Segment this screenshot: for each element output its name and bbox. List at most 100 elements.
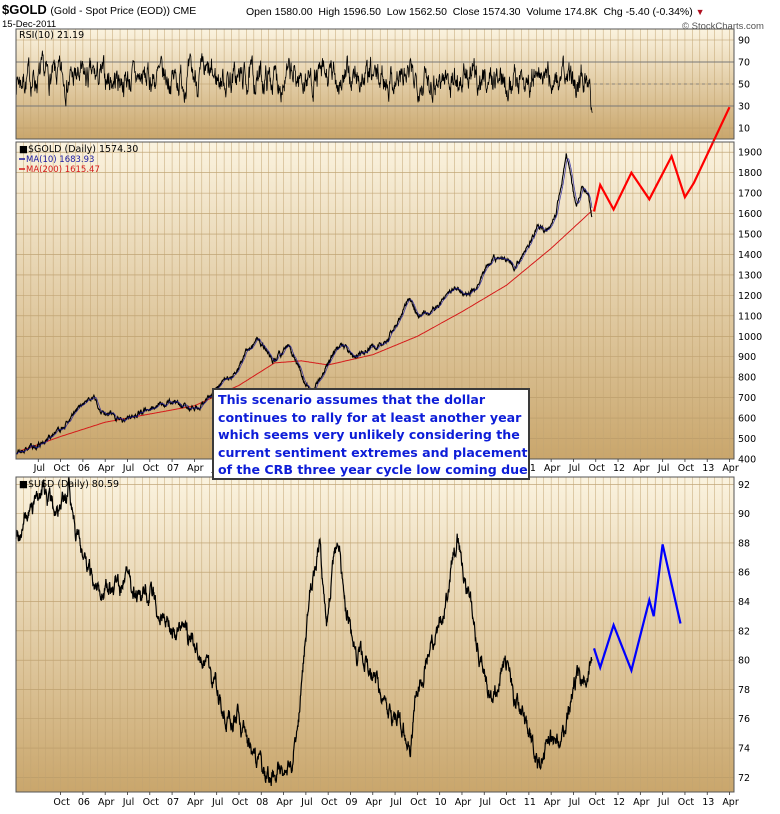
rsi-y-tick-label: 70: [738, 58, 750, 69]
gold-x-tick-label: Apr: [633, 463, 650, 474]
rsi-y-tick-label: 30: [738, 102, 750, 113]
gold-y-tick-label: 800: [738, 373, 756, 384]
usd-x-tick-label: Apr: [544, 797, 561, 808]
gold-y-tick-label: 1800: [738, 168, 762, 179]
gold-y-tick-label: 600: [738, 414, 756, 425]
gold-x-tick-label: 13: [702, 463, 714, 474]
rsi-y-tick-label: 50: [738, 80, 750, 91]
open-value: 1580.00: [274, 6, 313, 18]
usd-x-tick-label: 12: [613, 797, 625, 808]
gold-x-tick-label: Oct: [589, 463, 606, 474]
gold-y-tick-label: 1100: [738, 311, 762, 322]
gold-x-tick-label: Oct: [678, 463, 695, 474]
usd-x-tick-label: Oct: [321, 797, 338, 808]
rsi-panel-border: [15, 28, 735, 140]
gold-x-tick-label: Apr: [722, 463, 739, 474]
usd-x-tick-label: Jul: [657, 797, 669, 808]
down-arrow-icon: ▼: [695, 7, 705, 17]
gold-y-tick-label: 400: [738, 455, 756, 466]
usd-x-tick-label: 09: [345, 797, 357, 808]
usd-x-tick-label: Oct: [499, 797, 516, 808]
usd-y-tick-label: 82: [738, 626, 750, 637]
gold-legend-entry: MA(10) 1683.93: [26, 155, 94, 165]
usd-x-tick-label: 08: [256, 797, 268, 808]
gold-y-tick-label: 900: [738, 352, 756, 363]
gold-y-tick-label: 1600: [738, 209, 762, 220]
gold-y-tick-label: 1000: [738, 332, 762, 343]
low-value: 1562.50: [408, 6, 447, 18]
usd-y-tick-label: 72: [738, 773, 750, 784]
gold-x-tick-label: Oct: [143, 463, 160, 474]
gold-x-tick-label: 12: [613, 463, 625, 474]
annotation-line: current sentiment extremes and placement: [218, 444, 528, 460]
usd-x-tick-label: Jul: [568, 797, 580, 808]
usd-legend: ■$USD (Daily) 80.59: [19, 479, 119, 490]
usd-projection-line: [592, 544, 682, 674]
gold-x-tick-label: Jul: [568, 463, 580, 474]
usd-price-line: [15, 476, 593, 787]
volume-value: 174.8K: [564, 6, 598, 18]
gold-y-tick-label: 1700: [738, 189, 762, 200]
gold-x-tick-label: Oct: [53, 463, 70, 474]
annotation-line: continues to rally for at least another …: [218, 409, 522, 425]
gold-y-tick-label: 1500: [738, 230, 762, 241]
usd-x-tick-label: Oct: [143, 797, 160, 808]
usd-x-tick-label: 06: [78, 797, 90, 808]
gold-y-tick-label: 1200: [738, 291, 762, 302]
usd-x-tick-label: Apr: [722, 797, 739, 808]
symbol: $GOLD: [2, 2, 47, 17]
usd-y-tick-label: 90: [738, 509, 750, 520]
rsi-y-tick-label: 10: [738, 124, 750, 135]
gold-legend-entry: MA(200) 1615.47: [26, 165, 100, 175]
usd-x-tick-label: Apr: [187, 797, 204, 808]
header-line: $GOLD (Gold - Spot Price (EOD)) CME: [2, 2, 196, 17]
gold-legend-entry: ■$GOLD (Daily) 1574.30: [19, 144, 138, 155]
usd-y-tick-label: 84: [738, 597, 750, 608]
annotation-line: This scenario assumes that the dollar: [218, 392, 486, 407]
change-value: -5.40 (-0.34%): [625, 6, 693, 18]
annotation-line: which seems very unlikely considering th…: [218, 427, 520, 443]
usd-x-tick-label: 11: [524, 797, 536, 808]
usd-panel-background: [16, 477, 734, 792]
usd-x-tick-label: 10: [435, 797, 447, 808]
gold-x-tick-label: Apr: [98, 463, 115, 474]
usd-y-tick-label: 78: [738, 685, 750, 696]
usd-y-tick-label: 86: [738, 568, 750, 579]
rsi-legend: RSI(10) 21.19: [19, 30, 84, 41]
usd-x-tick-label: Jul: [300, 797, 312, 808]
gold-y-tick-label: 700: [738, 393, 756, 404]
gold-x-tick-label: Jul: [33, 463, 45, 474]
usd-x-tick-label: Apr: [98, 797, 115, 808]
usd-x-tick-label: Jul: [122, 797, 134, 808]
gold-y-tick-label: 1900: [738, 148, 762, 159]
gold-ma10-line: [16, 158, 593, 454]
rsi-line: [15, 50, 593, 113]
gold-x-tick-label: Apr: [187, 463, 204, 474]
symbol-description: (Gold - Spot Price (EOD)) CME: [50, 5, 197, 17]
usd-y-tick-label: 76: [738, 714, 750, 725]
usd-y-tick-label: 74: [738, 744, 750, 755]
usd-x-tick-label: Apr: [366, 797, 383, 808]
close-value: 1574.30: [482, 6, 521, 18]
usd-x-tick-label: Apr: [276, 797, 293, 808]
ohlc-line: Open 1580.00 High 1596.50 Low 1562.50 Cl…: [246, 6, 705, 18]
usd-x-tick-label: 13: [702, 797, 714, 808]
high-value: 1596.50: [342, 6, 381, 18]
usd-x-tick-label: 07: [167, 797, 179, 808]
usd-x-tick-label: Oct: [678, 797, 695, 808]
gold-price-line: [15, 153, 593, 455]
watermark: © StockCharts.com: [682, 21, 764, 32]
gold-y-tick-label: 500: [738, 434, 756, 445]
usd-x-tick-label: Oct: [410, 797, 427, 808]
usd-x-tick-label: Apr: [455, 797, 472, 808]
usd-x-tick-label: Jul: [211, 797, 223, 808]
scenario-annotation: This scenario assumes that the dollar co…: [212, 388, 530, 480]
gold-projection-line: [592, 106, 731, 212]
usd-x-tick-label: Apr: [633, 797, 650, 808]
gold-x-tick-label: Jul: [657, 463, 669, 474]
usd-y-tick-label: 92: [738, 480, 750, 491]
gold-x-tick-label: Jul: [122, 463, 134, 474]
gold-x-tick-label: 06: [78, 463, 90, 474]
chart-date: 15-Dec-2011: [2, 19, 57, 30]
usd-x-tick-label: Jul: [479, 797, 491, 808]
